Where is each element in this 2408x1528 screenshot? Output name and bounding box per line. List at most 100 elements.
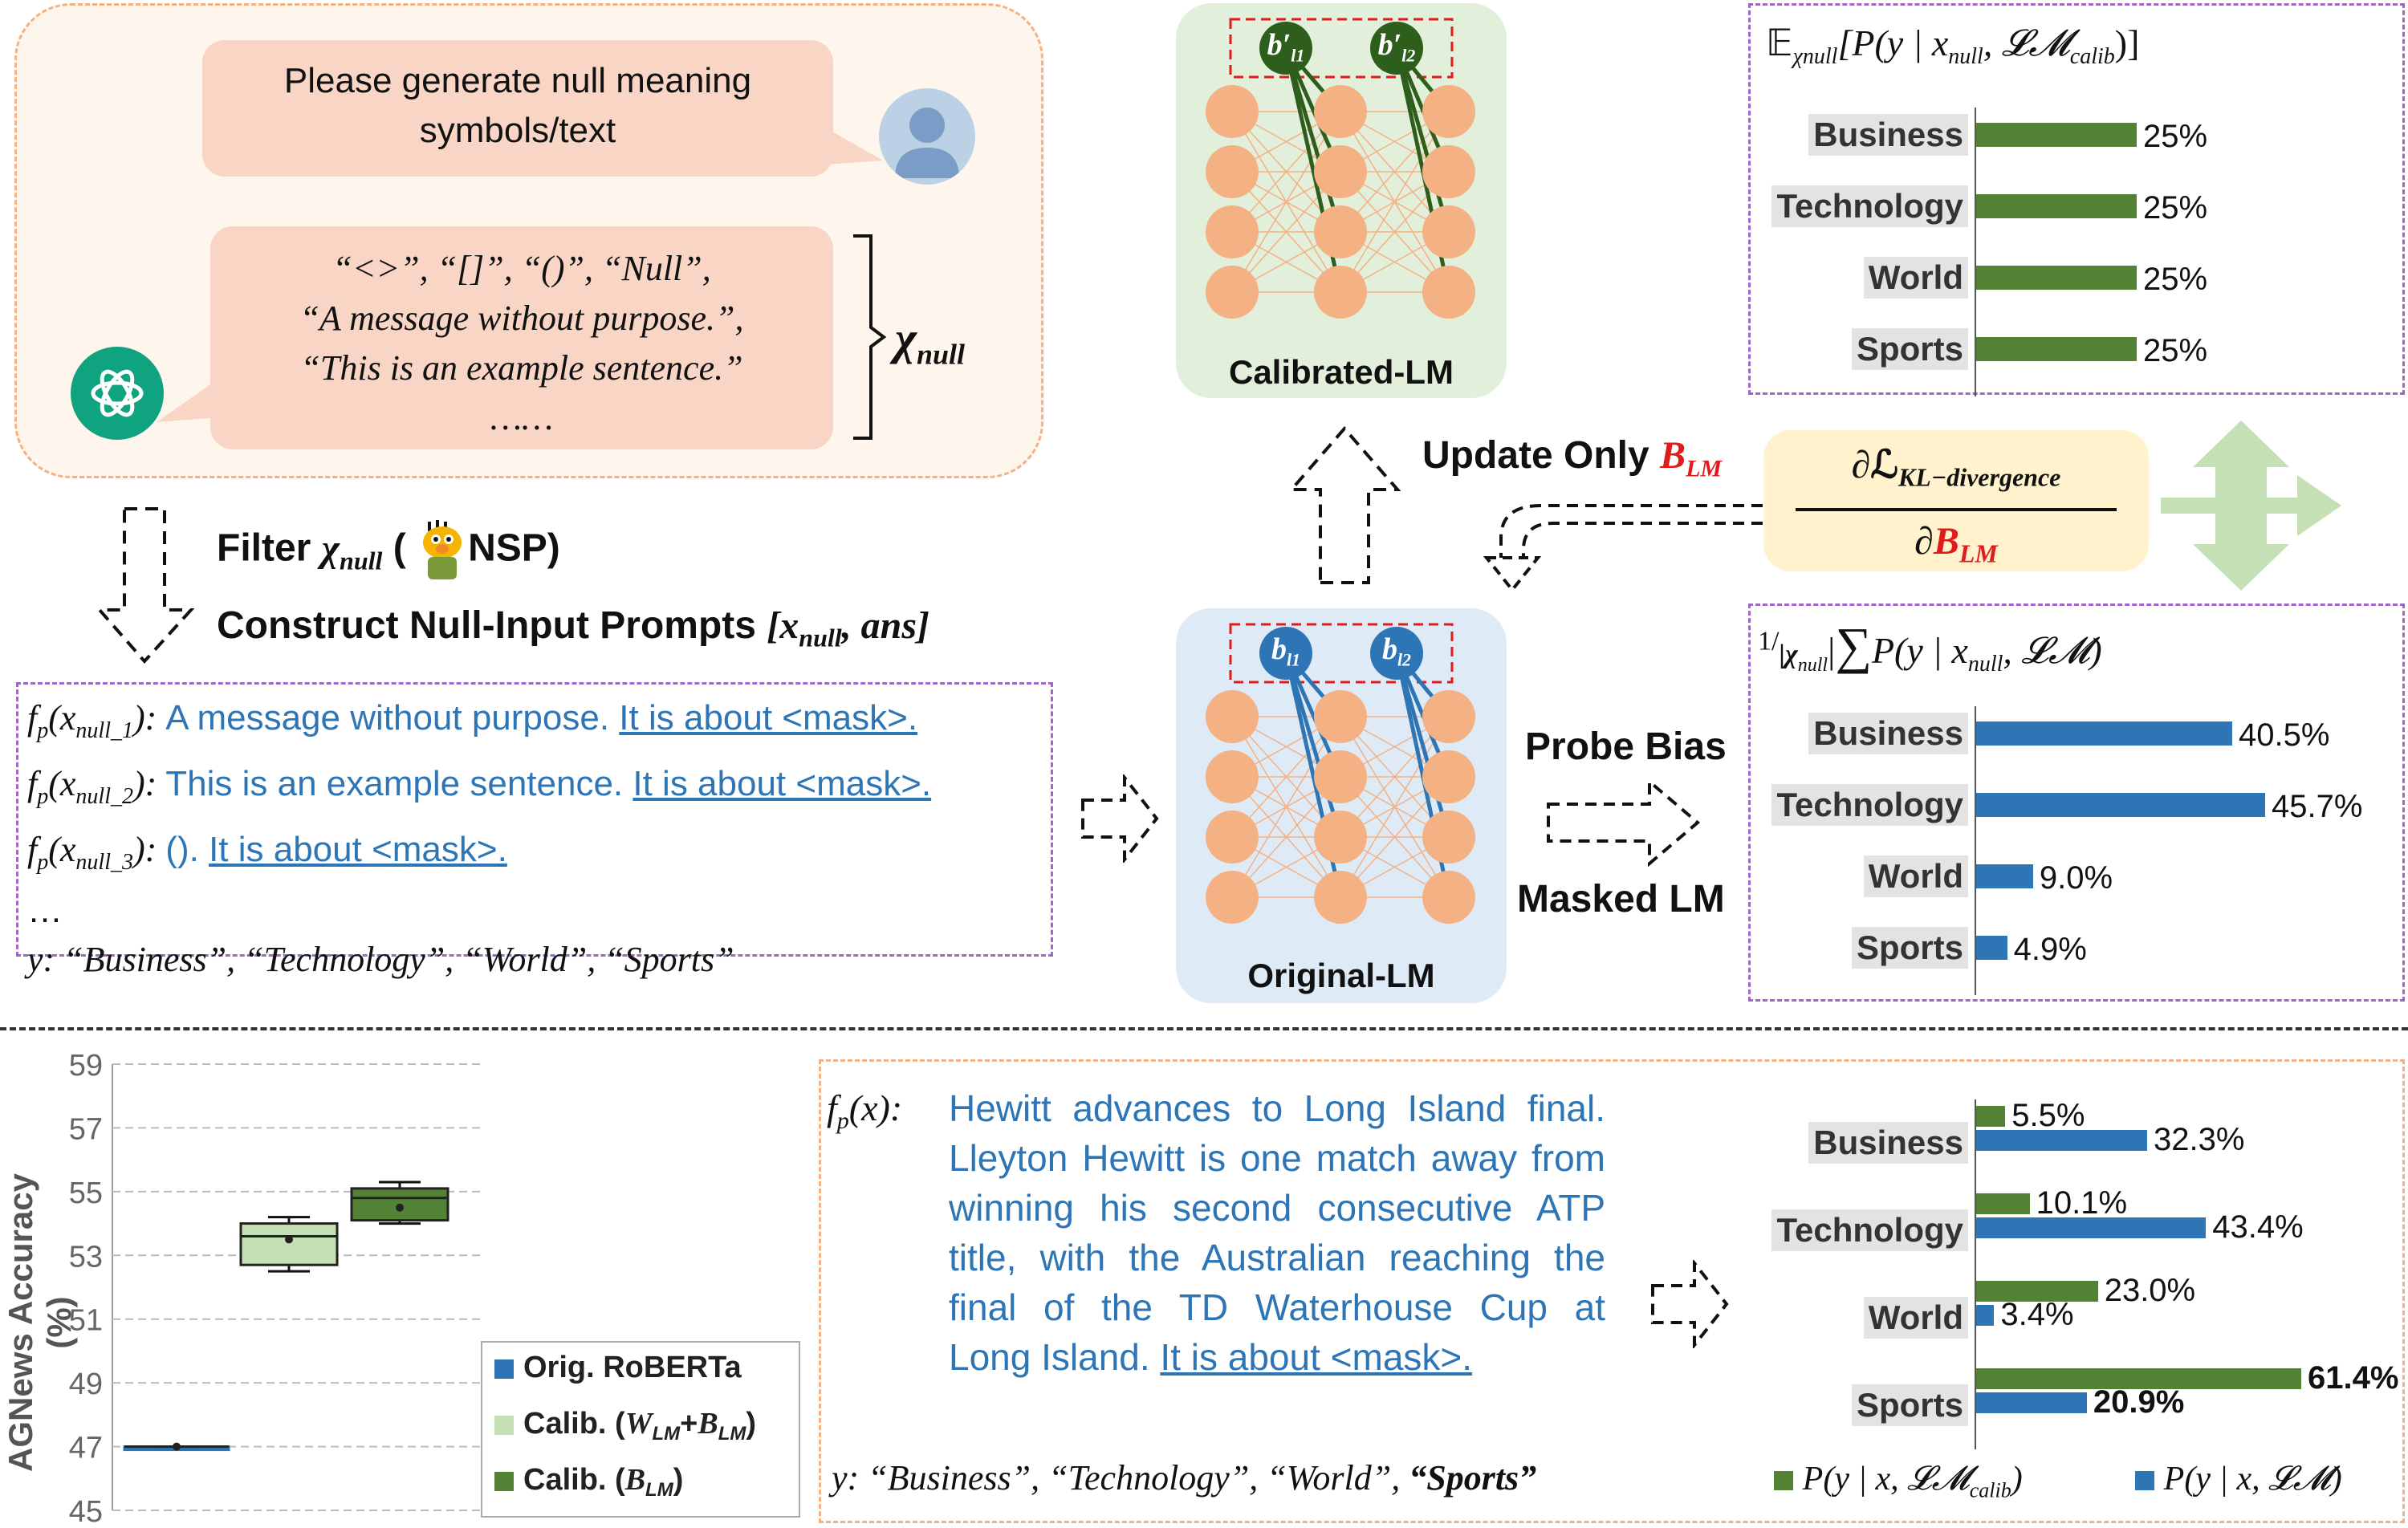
construct-var: [xnull, ans] [767, 604, 930, 652]
category-label: Sports [1851, 927, 1968, 969]
reply-line-3: “This is an example sentence.” [300, 348, 743, 388]
bar [1976, 194, 2137, 218]
bar-calib [1976, 1193, 2030, 1214]
neuron-node [1314, 871, 1367, 924]
bar-value-label: 10.1% [2036, 1185, 2128, 1221]
neuron-node [1206, 811, 1259, 864]
orig-chart-title: 1/|χnull|∑P(y | xnull, 𝓛𝓜) [1758, 617, 2102, 677]
filter-paren: ( [382, 526, 406, 570]
null-prompt-row: fp(xnull_1): A message without purpose. … [27, 692, 931, 758]
legend-label: Calib. (BLM) [523, 1463, 683, 1501]
bar-value-label: 25% [2143, 333, 2208, 368]
box [239, 1222, 339, 1266]
gradient-fraction: ∂ℒKL−divergence ∂BLM [1763, 440, 2149, 579]
curved-arrow-icon [1483, 504, 1763, 593]
neuron-node [1314, 690, 1367, 743]
reply-text: “<>”, “[]”, “()”, “Null”, “A message wit… [210, 244, 833, 443]
prompt-fn: fp(xnull_2): [27, 763, 166, 809]
bar-value-label: 32.3% [2154, 1122, 2245, 1157]
neuron-node [1314, 85, 1367, 138]
bias-node [1370, 22, 1423, 75]
calibrated-lm-title: Calibrated-LM [1228, 353, 1454, 391]
bar-value-label: 61.4% [2308, 1360, 2399, 1396]
prompt-text: This is an example sentence. [165, 763, 633, 803]
bar [1976, 123, 2137, 147]
prompt-fn: fp(xnull_3): [27, 829, 166, 875]
prompt-bubble-tail [827, 128, 883, 165]
brace-icon [853, 234, 887, 440]
bias-box [1229, 623, 1454, 684]
mean-marker [173, 1442, 181, 1451]
update-only-label: Update Only BLM [1422, 434, 1723, 482]
ytick-label: 59 [69, 1049, 103, 1083]
example-text: Hewitt advances to Long Island final. Lle… [949, 1083, 1605, 1382]
bar-orig [1976, 1392, 2087, 1413]
category-label: Technology [1771, 185, 1968, 227]
bar [1976, 864, 2033, 888]
user-avatar [879, 88, 975, 185]
calib-bias-2-label: b′l2 [1377, 28, 1416, 66]
null-prompt-row: fp(xnull_3): (). It is about <mask>. [27, 823, 931, 889]
neuron-node [1422, 205, 1475, 258]
neuron-node [1206, 205, 1259, 258]
bar-value-label: 9.0% [2039, 860, 2113, 896]
ytick-label: 49 [69, 1367, 103, 1401]
category-label: Sports [1851, 328, 1968, 370]
legend-orig-swatch [2135, 1470, 2154, 1490]
prompt-text: (). [165, 829, 209, 869]
neuron-node [1206, 266, 1259, 319]
bar [1976, 337, 2137, 361]
neuron-node [1206, 750, 1259, 803]
mean-marker [285, 1235, 293, 1244]
ytick-label: 57 [69, 1112, 103, 1146]
construct-step: Construct Null-Input Prompts [xnull, ans… [217, 602, 929, 662]
bias-node [1259, 627, 1312, 680]
example-line: Lleyton Hewitt is one match away from [949, 1137, 1605, 1179]
masked-lm-label: Masked LM [1517, 878, 1725, 920]
prompt-line-2: symbols/text [419, 111, 616, 150]
bar [1976, 936, 2007, 960]
category-label: Business [1808, 114, 1968, 156]
neuron-node [1314, 811, 1367, 864]
neuron-node [1422, 145, 1475, 198]
neuron-node [1422, 690, 1475, 743]
chart-axis [1975, 1099, 1976, 1449]
calib-chart-title: 𝔼χnull[P(y | xnull, 𝓛𝓜calib)] [1766, 22, 2140, 70]
bar-value-label: 4.9% [2013, 932, 2087, 967]
chi-symbol: χ [895, 312, 917, 364]
calib-chart-box [1748, 3, 2405, 395]
bias-box [1229, 18, 1454, 79]
bar-orig [1976, 1130, 2148, 1151]
compare-legend-calib: P(y | x, 𝓛𝓜calib) [1774, 1459, 2023, 1502]
bar-value-label: 25% [2143, 262, 2208, 297]
example-fn: fp(x): [827, 1087, 903, 1135]
openai-logo-icon [91, 369, 144, 417]
prompt-fn: fp(xnull_1): [27, 698, 166, 743]
filter-label: Filter [217, 526, 311, 570]
category-label: Business [1808, 1122, 1968, 1164]
boxplot-svg: 59 57 55 53 51 49 47 45 Orig. RoBERTa Calib. (WLM… [69, 1049, 800, 1528]
neuron-node [1206, 85, 1259, 138]
gradient-denominator: ∂BLM [1914, 519, 1998, 568]
prompt-mask: It is about <mask>. [619, 698, 918, 738]
bar-value-label: 5.5% [2011, 1098, 2085, 1133]
neuron-node [1206, 871, 1259, 924]
bar-orig [1976, 1217, 2207, 1238]
legend-label: Orig. RoBERTa [523, 1351, 742, 1384]
reply-line-1: “<>”, “[]”, “()”, “Null”, [332, 249, 711, 288]
null-prompts-ellipsis: … [27, 891, 63, 931]
bar-value-label: 45.7% [2272, 789, 2363, 824]
prompt-line-1: Please generate null meaning [283, 61, 752, 100]
probe-bias-label: Probe Bias [1525, 725, 1727, 768]
bias-node [1259, 22, 1312, 75]
legend-label: Calib. (WLM+BLM) [523, 1407, 756, 1445]
example-line: winning his second consecutive ATP [949, 1187, 1605, 1229]
networks-svg [1206, 18, 1475, 924]
neuron-node [1422, 85, 1475, 138]
category-label: Business [1808, 713, 1968, 754]
example-last-line: Long Island. It is about <mask>. [949, 1336, 1473, 1378]
null-prompts-box [16, 682, 1053, 957]
legend-calib-swatch [1774, 1470, 1793, 1490]
gpt-logo [71, 347, 164, 440]
right-arrow-3-icon [1651, 1260, 1729, 1348]
